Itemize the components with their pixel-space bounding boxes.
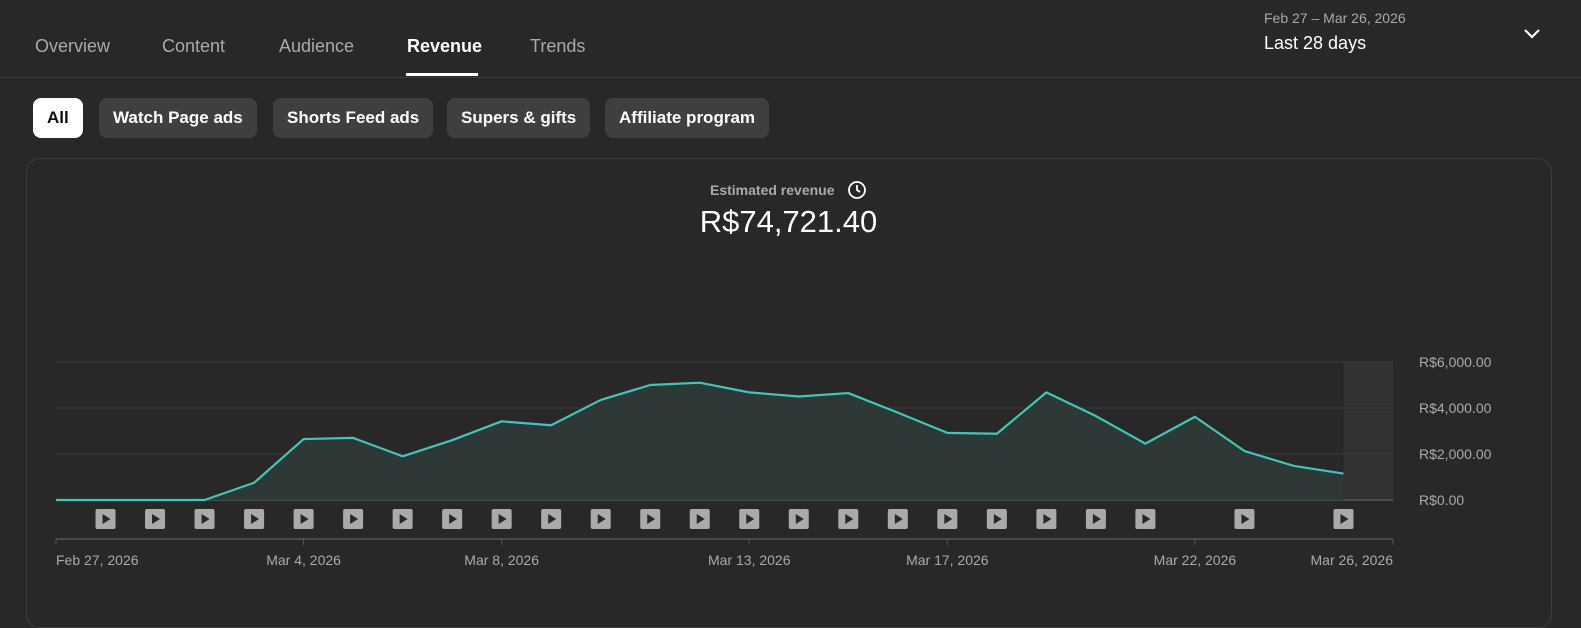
play-icon <box>993 514 1002 524</box>
area-fill <box>56 382 1344 500</box>
partial-period-shade <box>1343 362 1393 500</box>
play-icon <box>152 514 161 524</box>
x-tick-label: Mar 4, 2026 <box>266 552 341 568</box>
x-tick-label: Mar 22, 2026 <box>1154 552 1237 568</box>
x-tick-label: Mar 13, 2026 <box>708 552 791 568</box>
tab-trends[interactable]: Trends <box>530 36 586 56</box>
tab-content[interactable]: Content <box>162 36 226 56</box>
chevron-down-icon[interactable] <box>1520 22 1544 46</box>
chip-shorts-feed-ads[interactable]: Shorts Feed ads <box>273 98 434 138</box>
y-tick-label: R$4,000.00 <box>1419 400 1492 416</box>
date-range-picker[interactable]: Feb 27 – Mar 26, 2026 Last 28 days <box>1264 8 1554 68</box>
play-icon <box>498 514 507 524</box>
active-tab-indicator <box>406 73 478 76</box>
chip-watch-page-ads[interactable]: Watch Page ads <box>99 98 257 138</box>
tab-revenue[interactable]: Revenue <box>407 36 483 56</box>
play-icon <box>944 514 953 524</box>
play-icon <box>1043 514 1052 524</box>
play-icon <box>795 514 804 524</box>
metric-label: Estimated revenue <box>710 182 835 198</box>
date-range-label: Last 28 days <box>1264 33 1367 53</box>
tab-audience[interactable]: Audience <box>279 36 355 56</box>
y-tick-label: R$2,000.00 <box>1419 446 1492 462</box>
play-icon <box>597 514 606 524</box>
play-icon <box>102 514 111 524</box>
play-icon <box>350 514 359 524</box>
play-icon <box>399 514 408 524</box>
play-icon <box>201 514 210 524</box>
y-tick-label: R$0.00 <box>1419 492 1464 508</box>
series-line <box>56 381 1344 502</box>
play-icon <box>647 514 656 524</box>
play-icon <box>845 514 854 524</box>
metric-value: R$74,721.40 <box>0 204 1581 240</box>
chip-supers-gifts[interactable]: Supers & gifts <box>447 98 591 138</box>
x-tick-label: Mar 17, 2026 <box>906 552 989 568</box>
y-tick-label: R$6,000.00 <box>1419 354 1492 370</box>
chip-all[interactable]: All <box>33 98 83 138</box>
play-icon <box>449 514 458 524</box>
play-icon <box>300 514 309 524</box>
play-icon <box>1340 514 1349 524</box>
play-icon <box>1142 514 1151 524</box>
play-icon <box>1092 514 1101 524</box>
chip-affiliate-program[interactable]: Affiliate program <box>605 98 770 138</box>
play-icon <box>696 514 705 524</box>
play-icon <box>1241 514 1250 524</box>
x-tick-label: Mar 8, 2026 <box>464 552 539 568</box>
x-tick-label: Mar 26, 2026 <box>1311 552 1394 568</box>
revenue-chart: R$0.00 R$2,000.00 R$4,000.00 R$6,000.00 Feb … <box>55 354 1492 568</box>
date-range-text: Feb 27 – Mar 26, 2026 <box>1264 10 1406 26</box>
x-tick-label: Feb 27, 2026 <box>56 552 139 568</box>
tab-overview[interactable]: Overview <box>35 36 111 56</box>
metric-value-text: R$74,721.40 <box>699 204 878 239</box>
play-icon <box>548 514 557 524</box>
clock-icon[interactable] <box>847 180 867 200</box>
play-icon <box>251 514 260 524</box>
play-icon <box>746 514 755 524</box>
tab-bar: Overview Content Audience Revenue Trends… <box>0 0 1581 78</box>
play-icon <box>894 514 903 524</box>
